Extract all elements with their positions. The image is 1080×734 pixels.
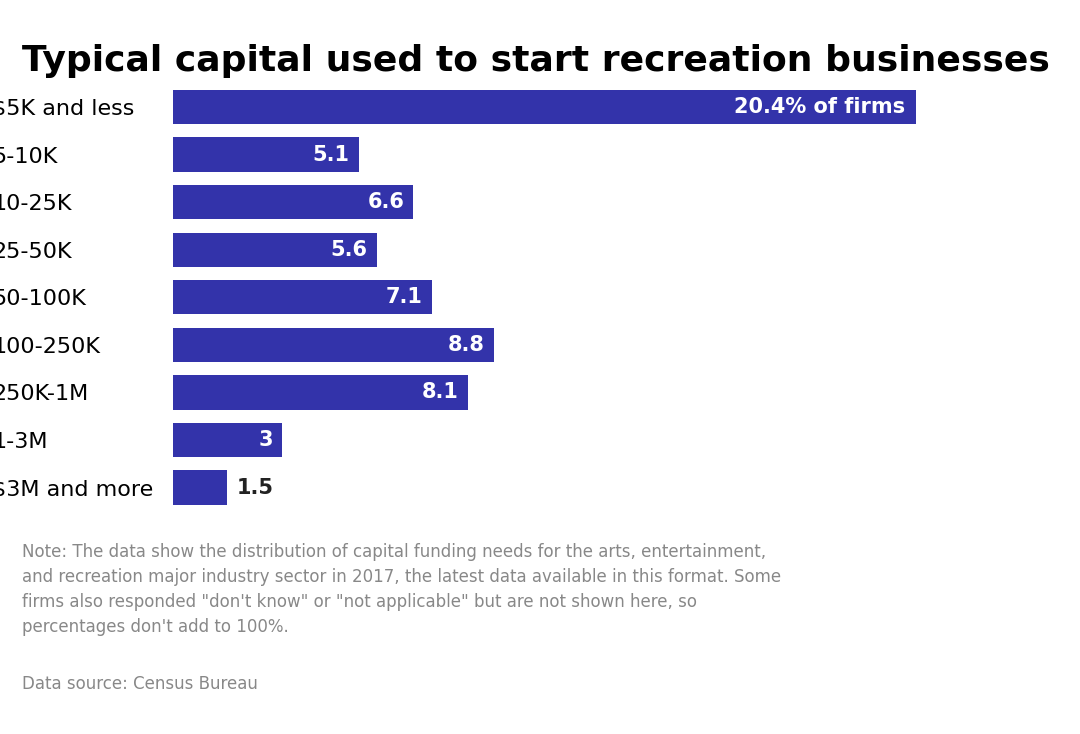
- Text: 20.4% of firms: 20.4% of firms: [734, 97, 905, 117]
- Text: 7.1: 7.1: [386, 287, 422, 308]
- Text: 8.8: 8.8: [447, 335, 485, 355]
- Bar: [173, 375, 468, 410]
- Bar: [173, 90, 916, 124]
- Text: Typical capital used to start recreation businesses: Typical capital used to start recreation…: [22, 44, 1050, 78]
- Bar: [173, 423, 282, 457]
- Text: 3: 3: [258, 430, 273, 450]
- Text: Note: The data show the distribution of capital funding needs for the arts, ente: Note: The data show the distribution of …: [22, 543, 781, 636]
- Text: 5.6: 5.6: [330, 240, 368, 260]
- Text: 1.5: 1.5: [237, 478, 273, 498]
- Bar: [173, 137, 359, 172]
- Bar: [173, 327, 494, 362]
- Bar: [173, 185, 414, 219]
- Bar: [173, 470, 228, 505]
- Text: Data source: Census Bureau: Data source: Census Bureau: [22, 675, 257, 694]
- Bar: [173, 280, 432, 314]
- Text: 6.6: 6.6: [367, 192, 404, 212]
- Text: 5.1: 5.1: [312, 145, 350, 164]
- Text: 8.1: 8.1: [422, 382, 459, 402]
- Bar: [173, 233, 377, 267]
